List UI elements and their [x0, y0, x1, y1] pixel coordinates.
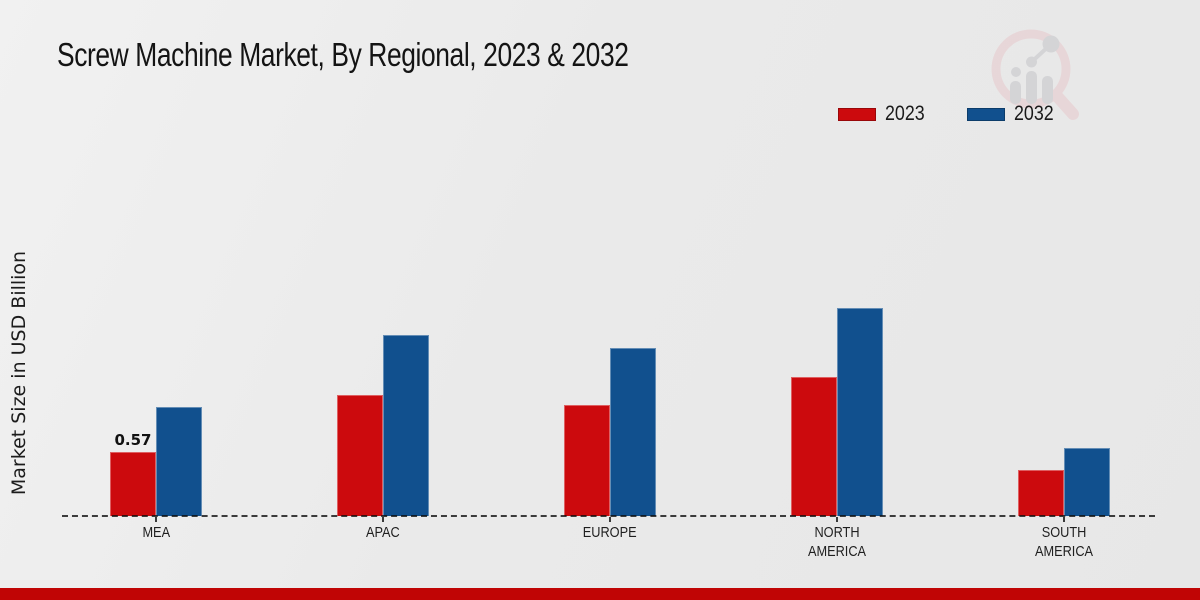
x-tick-label-apac: APAC — [366, 524, 400, 541]
legend-item-2023: 2023 — [838, 102, 932, 126]
x-axis-tick — [1063, 517, 1065, 522]
bar-value-label-mea: 0.57 — [114, 431, 152, 449]
bar-2023-south-america — [1018, 470, 1064, 516]
bar-2032-south-america — [1064, 448, 1110, 516]
bar-2032-europe — [610, 348, 656, 516]
bar-2032-mea — [156, 407, 202, 516]
x-axis-dashed-baseline — [62, 515, 1155, 517]
legend-label-2023: 2023 — [885, 102, 925, 125]
bar-2023-north-america — [791, 377, 837, 516]
bar-2032-apac — [383, 335, 429, 516]
x-axis-tick — [836, 517, 838, 522]
legend-swatch-2023-icon — [838, 107, 876, 121]
x-tick-label-europe: EUROPE — [583, 524, 637, 541]
legend-item-2032: 2032 — [966, 102, 1061, 126]
x-axis-tick — [382, 517, 384, 522]
x-tick-label-mea: MEA — [142, 524, 170, 541]
legend-swatch-2032-icon — [966, 107, 1005, 121]
legend: 2023 2032 — [838, 102, 1060, 126]
bar-2023-europe — [564, 405, 610, 516]
x-tick-label-north-america: NORTH AMERICA — [807, 524, 867, 560]
market-research-future-logo-icon — [983, 25, 1083, 123]
legend-label-2032: 2032 — [1013, 102, 1054, 125]
bar-2023-mea — [110, 452, 156, 516]
bar-2023-apac — [337, 395, 383, 516]
bar-2032-north-america — [837, 308, 883, 516]
footer-accent-bar — [0, 588, 1200, 600]
x-axis-tick — [155, 517, 157, 522]
x-tick-label-south-america: SOUTH AMERICA — [1034, 524, 1094, 560]
chart-title: Screw Machine Market, By Regional, 2023 … — [57, 36, 629, 73]
x-axis-tick — [609, 517, 611, 522]
